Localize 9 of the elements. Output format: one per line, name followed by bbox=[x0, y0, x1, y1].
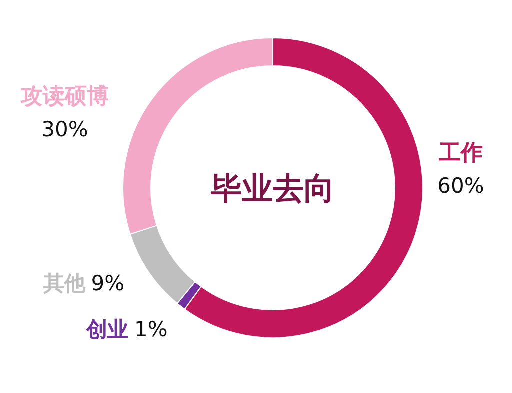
data-label: 1% bbox=[134, 318, 168, 342]
slice-label: 工作 bbox=[438, 141, 483, 166]
data-label: 60% bbox=[438, 174, 484, 198]
data-label: 30% bbox=[42, 117, 88, 142]
data-label: 9% bbox=[91, 272, 125, 296]
slice-label: 创业 bbox=[86, 318, 129, 342]
slice-label: 其他 bbox=[42, 272, 86, 296]
text: 毕业去向 bbox=[210, 171, 335, 207]
slice-label: 攻读硕博 bbox=[20, 84, 109, 110]
